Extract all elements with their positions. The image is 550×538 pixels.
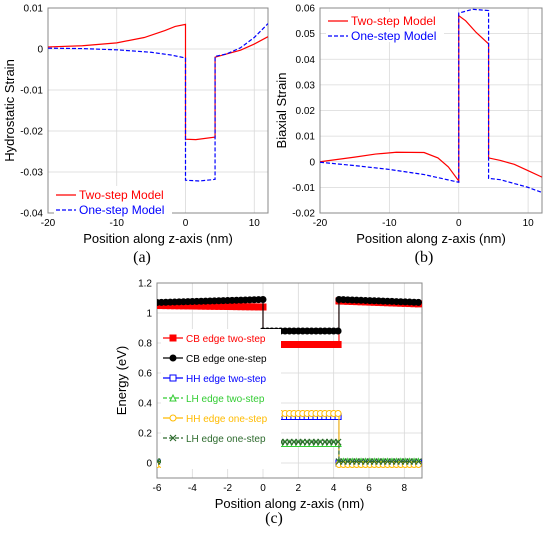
x-tick-label: -10 — [110, 218, 125, 229]
marker-1 — [414, 298, 422, 306]
legend-item: One-step Model — [56, 203, 164, 217]
legend-item: One-step Model — [328, 29, 436, 43]
y-tick-label: 0.8 — [138, 339, 152, 350]
legend-label: LH edge two-step — [186, 394, 265, 405]
marker-1 — [334, 327, 342, 335]
x-axis-label: Position along z-axis (nm) — [356, 231, 506, 246]
x-tick-label: -20 — [41, 218, 56, 229]
legend-label: LH edge one-step — [186, 434, 266, 445]
chart-c: -6 -4 -2 0 2 4 6 8 0 0.2 0.4 0.6 0.8 1 1.2 Position alo… — [114, 279, 423, 527]
y-tick-label: 0.04 — [296, 55, 316, 66]
legend-label: CB edge two-step — [186, 334, 266, 345]
panel-label: (b) — [415, 249, 434, 266]
legend-label: Two-step Model — [351, 14, 436, 28]
y-tick-label: -0.02 — [292, 209, 315, 220]
legend-marker — [169, 334, 177, 342]
y-tick-label: 0.4 — [138, 399, 152, 410]
x-tick-label: 10 — [523, 218, 535, 229]
x-tick-label: -6 — [153, 483, 162, 494]
series-line-0 — [48, 23, 268, 141]
x-tick-label: 8 — [402, 483, 408, 494]
x-tick-label: 0 — [260, 483, 266, 494]
legend-marker — [169, 393, 177, 402]
y-tick-label: 1 — [146, 309, 152, 320]
y-tick-label: 0.02 — [296, 106, 316, 117]
y-tick-label: 0.01 — [24, 4, 44, 15]
y-axis-label: Energy (eV) — [114, 346, 129, 415]
x-tick-label: 4 — [331, 483, 337, 494]
legend-label: HH edge two-step — [186, 374, 266, 385]
panel-label: (c) — [265, 510, 283, 527]
series-layer — [320, 8, 542, 194]
legend-label: One-step Model — [351, 29, 436, 43]
series-line-1 — [48, 23, 268, 182]
legend-item: Two-step Model — [328, 14, 436, 28]
y-tick-label: 0 — [309, 157, 315, 168]
plot-frame — [156, 282, 423, 479]
legend-marker — [169, 374, 177, 382]
x-tick-label: -2 — [223, 483, 232, 494]
y-tick-label: 0.05 — [296, 29, 316, 40]
legend-item: LH edge one-step — [163, 434, 266, 445]
legend-item: CB edge one-step — [163, 354, 267, 365]
marker-1 — [259, 296, 267, 303]
legend-item: LH edge two-step — [163, 393, 265, 405]
y-axis-label: Biaxial Strain — [274, 73, 289, 149]
legend-marker — [169, 354, 177, 362]
x-axis-label: Position along z-axis (nm) — [215, 496, 365, 511]
legend-box — [326, 12, 444, 42]
x-tick-label: -20 — [313, 218, 328, 229]
y-tick-label: -0.03 — [20, 168, 43, 179]
y-tick-label: 0 — [146, 459, 152, 470]
legend: CB edge two-step CB edge one-step HH edge … — [161, 329, 281, 469]
x-axis-label: Position along z-axis (nm) — [83, 231, 233, 246]
x-tick-label: 10 — [249, 218, 261, 229]
legend-box — [54, 186, 172, 216]
x-tick-label: -10 — [382, 218, 397, 229]
y-axis-label: Hydrostatic Strain — [2, 59, 17, 162]
legend-marker — [169, 414, 177, 422]
y-tick-label: 0.01 — [296, 132, 316, 143]
legend-item: CB edge two-step — [163, 334, 266, 345]
marker-5 — [415, 458, 422, 465]
y-tick-label: 1.2 — [138, 279, 152, 290]
x-tick-label: 2 — [296, 483, 302, 494]
legend-marker — [169, 434, 177, 442]
y-tick-label: 0.03 — [296, 80, 316, 91]
plot-frame — [319, 7, 543, 214]
y-tick-label: 0 — [37, 45, 43, 56]
x-tick-label: 0 — [456, 218, 462, 229]
legend-item: HH edge one-step — [163, 414, 268, 425]
legend-item: HH edge two-step — [163, 374, 266, 385]
panel-label: (a) — [133, 249, 151, 266]
legend-item: Two-step Model — [56, 188, 164, 202]
y-tick-label: 0.06 — [296, 4, 316, 15]
marker-4 — [334, 410, 342, 417]
marker-5 — [334, 438, 342, 446]
y-tick-label: -0.04 — [20, 209, 43, 220]
series-layer — [48, 23, 268, 182]
x-tick-label: -4 — [188, 483, 197, 494]
legend-box — [161, 329, 281, 469]
y-tick-label: -0.02 — [20, 127, 43, 138]
y-tick-label: 0.6 — [138, 369, 152, 380]
marker-0 — [334, 341, 342, 348]
series-line-1 — [320, 8, 542, 194]
plot-frame — [47, 7, 269, 214]
legend-label: Two-step Model — [79, 188, 164, 202]
legend-label: One-step Model — [79, 203, 164, 217]
y-tick-label: -0.01 — [20, 86, 43, 97]
y-tick-label: 0.2 — [138, 429, 152, 440]
x-tick-label: 6 — [366, 483, 372, 494]
chart-b: -20 -10 0 10 -0.02 -0.01 0 0.01 0.02 0.03 0.04 0.05… — [274, 4, 543, 266]
chart-a: -20 -10 0 10 -0.04 -0.03 -0.02 -0.01 0 0.01 Positi… — [2, 4, 269, 266]
y-tick-label: -0.01 — [292, 183, 315, 194]
legend-label: HH edge one-step — [186, 414, 268, 425]
legend-label: CB edge one-step — [186, 354, 267, 365]
x-tick-label: 0 — [183, 218, 189, 229]
